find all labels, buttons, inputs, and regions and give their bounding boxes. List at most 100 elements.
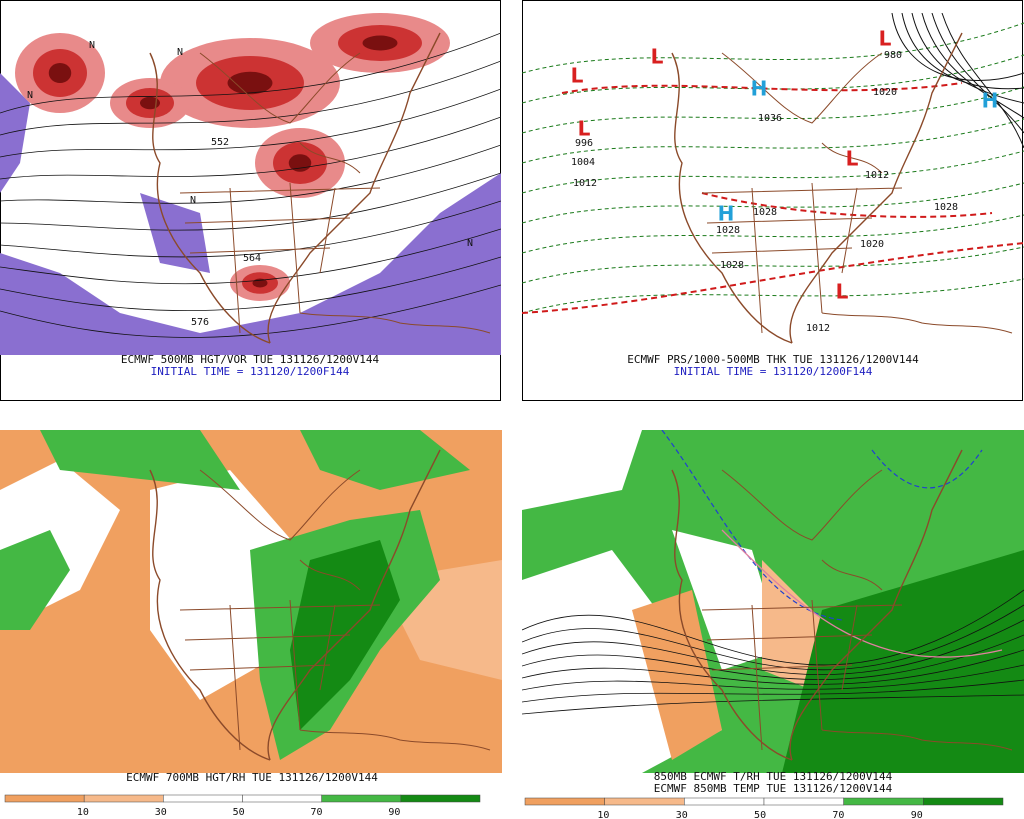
colorbar-label: 10 (77, 807, 89, 818)
colorbar-cell (604, 797, 685, 806)
contour (0, 32, 501, 114)
map-850mb (522, 430, 1024, 773)
contour (522, 634, 1024, 680)
contour (671, 52, 793, 344)
colorbar-cell (684, 797, 765, 806)
contour (522, 242, 1024, 314)
colorbar-cell (763, 797, 844, 806)
contour (721, 529, 1003, 658)
map-500mb: N N N N N 552 564 576 (0, 13, 501, 355)
contour (149, 52, 271, 344)
initial-time: INITIAL TIME = 131120/1200F144 (151, 365, 350, 378)
contour (0, 88, 501, 158)
shade (227, 71, 273, 95)
shade (522, 430, 642, 510)
colorbar-label: 90 (911, 810, 923, 819)
panel-frame (522, 0, 1023, 401)
colorbar-cell (524, 797, 605, 806)
contour-label: 1036 (758, 113, 782, 124)
contour-label: 1020 (873, 87, 897, 98)
contour (522, 604, 1024, 671)
contour (789, 449, 963, 761)
contour-label: 980 (884, 50, 902, 61)
contour-label: 1028 (934, 202, 958, 213)
contour (267, 449, 441, 761)
contour-label: N (177, 47, 183, 58)
contour (921, 13, 1024, 119)
contour (149, 469, 271, 761)
contour-label: 564 (243, 253, 261, 264)
shade (40, 430, 240, 490)
contour (0, 200, 501, 258)
colorbar-cell (163, 794, 243, 803)
contour (0, 144, 501, 204)
contour (522, 86, 1024, 134)
contour (522, 118, 1024, 164)
low-marker: L (879, 27, 892, 51)
low-marker: L (651, 45, 664, 69)
caption: ECMWF PRS/1000-500MB THK TUE 131126/1200… (627, 353, 919, 366)
shade (362, 35, 398, 51)
contour (299, 729, 491, 751)
contour-label: 1004 (571, 157, 595, 168)
shade (48, 63, 72, 83)
contour-label: 576 (191, 317, 209, 328)
high-marker: H (718, 202, 735, 226)
contour-label: N (190, 195, 196, 206)
contour (522, 246, 1024, 284)
caption: ECMWF 700MB HGT/RH TUE 131126/1200V144 (126, 771, 378, 784)
contour-label: N (89, 40, 95, 51)
contour (179, 599, 381, 751)
contour (522, 150, 1024, 194)
caption: ECMWF 850MB TEMP TUE 131126/1200V144 (654, 782, 893, 795)
contour (522, 649, 1024, 685)
contour-label: 1012 (573, 178, 597, 189)
shade (0, 173, 501, 355)
colorbar-cell (843, 797, 924, 806)
contour (0, 284, 501, 338)
low-marker: L (836, 280, 849, 304)
contour (661, 430, 843, 621)
contour-label: 552 (211, 137, 229, 148)
shade (632, 590, 722, 760)
contour-label: 1028 (720, 260, 744, 271)
colorbar-label: 50 (754, 810, 766, 819)
contour (941, 13, 1024, 149)
contour (267, 32, 441, 344)
colorbar-cell (4, 794, 85, 803)
contour (789, 32, 963, 344)
shade (782, 550, 1024, 773)
colorbar-label: 70 (832, 810, 844, 819)
contour (721, 52, 883, 174)
low-marker: L (578, 117, 591, 141)
colorbar-cell (242, 794, 322, 803)
contour-label: N (27, 90, 33, 101)
low-marker: L (571, 64, 584, 88)
contour (701, 192, 993, 218)
colorbar-cell (400, 794, 481, 803)
contour (0, 60, 501, 136)
contour (0, 172, 501, 231)
colorbar-label: 30 (155, 807, 167, 818)
contour (721, 469, 883, 591)
contour (0, 116, 501, 180)
contour (179, 182, 381, 334)
contour (911, 13, 1024, 104)
low-marker: L (846, 147, 859, 171)
contour (199, 52, 361, 174)
shade (0, 73, 30, 193)
contour (522, 22, 1024, 74)
contour-label: 1028 (716, 225, 740, 236)
contour (701, 182, 903, 334)
contour-label: 1012 (806, 323, 830, 334)
colorbar-label: 30 (676, 810, 688, 819)
colorbar-cell (321, 794, 402, 803)
contour (0, 228, 501, 285)
contour-label: 996 (575, 138, 593, 149)
colorbar-label: 70 (310, 807, 322, 818)
contour-label: 1012 (865, 170, 889, 181)
contour-label: 1028 (753, 207, 777, 218)
shade (140, 193, 210, 273)
colorbar-cell (923, 797, 1004, 806)
